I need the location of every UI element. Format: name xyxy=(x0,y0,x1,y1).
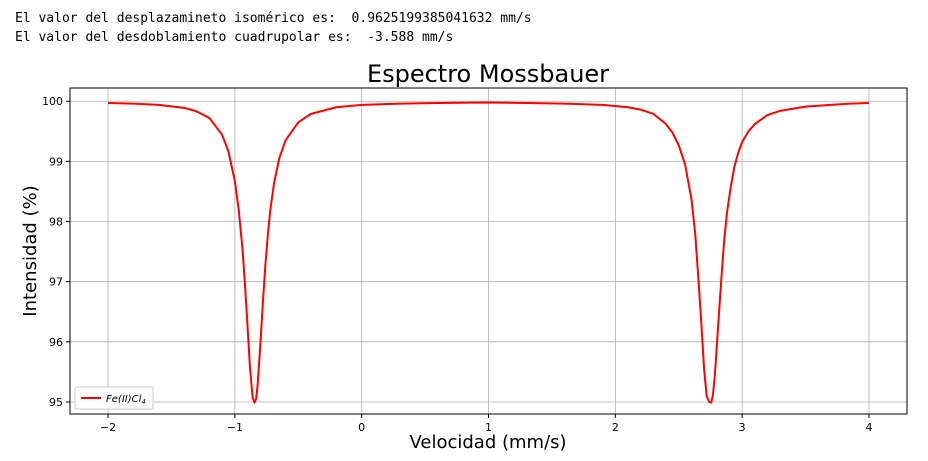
quadrupole-splitting-text: El valor del desdoblamiento cuadrupolar … xyxy=(15,30,454,45)
x-tick-label: 4 xyxy=(865,421,872,434)
x-tick-label: −1 xyxy=(227,421,243,434)
y-tick-label: 99 xyxy=(49,155,63,168)
y-tick-label: 96 xyxy=(49,336,63,349)
y-tick-label: 100 xyxy=(42,95,63,108)
x-axis-ticks: −2 −1 0 1 2 3 4 xyxy=(100,414,872,434)
x-tick-label: 2 xyxy=(612,421,619,434)
isomer-shift-text: El valor del desplazamineto isomérico es… xyxy=(15,11,532,26)
series-lines xyxy=(108,101,869,404)
legend-label: Fe(II)Cl4 xyxy=(106,394,146,406)
grid xyxy=(70,88,907,414)
y-axis-ticks: 95 96 97 98 99 100 xyxy=(42,95,70,409)
x-tick-label: 0 xyxy=(358,421,365,434)
series-line xyxy=(108,101,869,404)
y-tick-label: 95 xyxy=(49,396,63,409)
chart-title: Espectro Mossbauer xyxy=(367,60,609,88)
y-axis-label: Intensidad (%) xyxy=(20,185,41,316)
x-tick-label: 3 xyxy=(739,421,746,434)
x-tick-label: −2 xyxy=(100,421,116,434)
x-axis-label: Velocidad (mm/s) xyxy=(409,432,566,453)
y-tick-label: 98 xyxy=(49,216,63,229)
console-output: El valor del desplazamineto isomérico es… xyxy=(15,9,532,47)
legend: Fe(II)Cl4 xyxy=(74,386,154,410)
x-tick-label: 1 xyxy=(485,421,492,434)
y-tick-label: 97 xyxy=(49,276,63,289)
legend-box xyxy=(74,386,154,410)
